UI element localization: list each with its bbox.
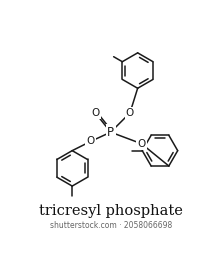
Text: O: O [126, 108, 134, 118]
Text: O: O [137, 139, 146, 149]
Text: O: O [87, 136, 95, 146]
Text: O: O [91, 108, 99, 118]
Text: tricresyl phosphate: tricresyl phosphate [39, 204, 183, 218]
Text: P: P [107, 126, 114, 139]
Text: shutterstock.com · 2058066698: shutterstock.com · 2058066698 [50, 221, 172, 230]
